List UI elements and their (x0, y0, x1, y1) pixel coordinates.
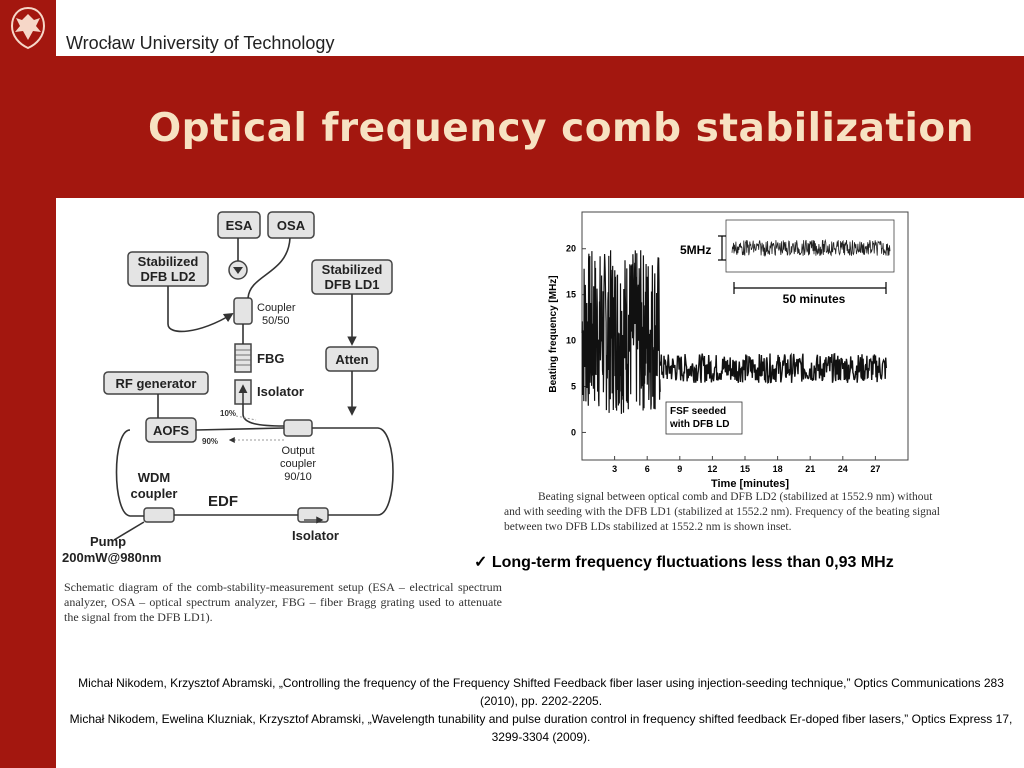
x-tick-label: 21 (805, 464, 815, 474)
ld2-label-line2: DFB LD2 (141, 269, 196, 284)
y-tick-label: 15 (566, 290, 576, 300)
x-axis-label: Time [minutes] (711, 478, 789, 490)
reference-1: Michał Nikodem, Krzysztof Abramski, „Con… (78, 676, 1004, 708)
schematic-diagram: ESA OSA Stabilized DFB LD2 Stabilized DF… (62, 211, 394, 565)
osa-label: OSA (277, 218, 306, 233)
reference-2: Michał Nikodem, Ewelina Kluzniak, Krzysz… (69, 712, 1013, 744)
output-coupler-line3: 90/10 (284, 471, 312, 483)
isolator-top-label: Isolator (257, 384, 304, 399)
output-coupler-box (283, 419, 313, 437)
osa-box (267, 211, 315, 239)
fbg-box (234, 343, 252, 373)
output-coupler-line1: Output (281, 445, 314, 457)
y-tick-label: 5 (571, 382, 576, 392)
x-tick-label: 12 (707, 464, 717, 474)
esa-label: ESA (226, 218, 253, 233)
conclusion-text: Long-term frequency fluctuations less th… (491, 554, 894, 571)
seeded-annotation-line1: FSF seeded (670, 406, 726, 417)
series-seeded (659, 352, 887, 384)
university-eagle-logo-icon (10, 6, 46, 50)
inset-span-label: 50 minutes (783, 292, 846, 306)
pct90-label: 90% (202, 437, 218, 446)
wdm-label-line2: coupler (131, 486, 178, 501)
pump-label-line1: Pump (90, 534, 126, 549)
schematic-caption: Schematic diagram of the comb-stability-… (64, 580, 502, 624)
coupler-label-line2: 50/50 (262, 315, 290, 327)
university-name: Wrocław University of Technology (66, 33, 335, 53)
y-axis-label: Beating frequency [MHz] (548, 275, 559, 392)
rf-box (103, 371, 209, 395)
chart-caption: Beating signal between optical comb and … (504, 491, 940, 533)
ld1-label-line2: DFB LD1 (325, 277, 380, 292)
fbg-label: FBG (257, 351, 284, 366)
aofs-label: AOFS (153, 423, 189, 438)
wdm-label-line1: WDM (138, 470, 171, 485)
atten-label: Atten (335, 352, 368, 367)
inset-series (731, 238, 891, 258)
inset-scale-label: 5MHz (680, 243, 711, 257)
coupler-label-line1: Coupler (257, 302, 296, 314)
references: Michał Nikodem, Krzysztof Abramski, „Con… (68, 674, 1014, 746)
x-tick-label: 27 (870, 464, 880, 474)
series-unseeded (581, 250, 661, 414)
coupler-box (233, 297, 253, 325)
y-tick-label: 20 (566, 244, 576, 254)
rf-label: RF generator (116, 376, 197, 391)
pump-label-line2: 200mW@980nm (62, 550, 161, 565)
esa-box (217, 211, 261, 239)
seeded-annotation-line2: with DFB LD (669, 419, 729, 430)
x-tick-label: 9 (677, 464, 682, 474)
x-tick-label: 6 (645, 464, 650, 474)
y-tick-label: 10 (566, 336, 576, 346)
conclusion: ✓ Long-term frequency fluctuations less … (474, 552, 894, 572)
edf-label: EDF (208, 493, 238, 510)
output-coupler-line2: coupler (280, 458, 316, 470)
x-tick-label: 15 (740, 464, 750, 474)
title-banner (56, 56, 1024, 198)
y-tick-label: 0 (571, 427, 576, 437)
check-icon: ✓ (474, 554, 492, 571)
x-tick-label: 18 (773, 464, 783, 474)
x-tick-label: 24 (838, 464, 848, 474)
slide-title: Optical frequency comb stabilization (148, 106, 974, 151)
isolator-bottom-label: Isolator (292, 528, 339, 543)
beating-frequency-chart: 0 5 10 15 20 3 6 9 12 15 18 21 24 27 5MHz 50 minutes… (548, 211, 909, 490)
ld2-label-line1: Stabilized (138, 254, 199, 269)
ld1-label-line1: Stabilized (322, 262, 383, 277)
pct10-label: 10% (220, 409, 236, 418)
x-tick-label: 3 (612, 464, 617, 474)
left-brand-strip (0, 0, 56, 768)
wdm-box (143, 507, 175, 523)
